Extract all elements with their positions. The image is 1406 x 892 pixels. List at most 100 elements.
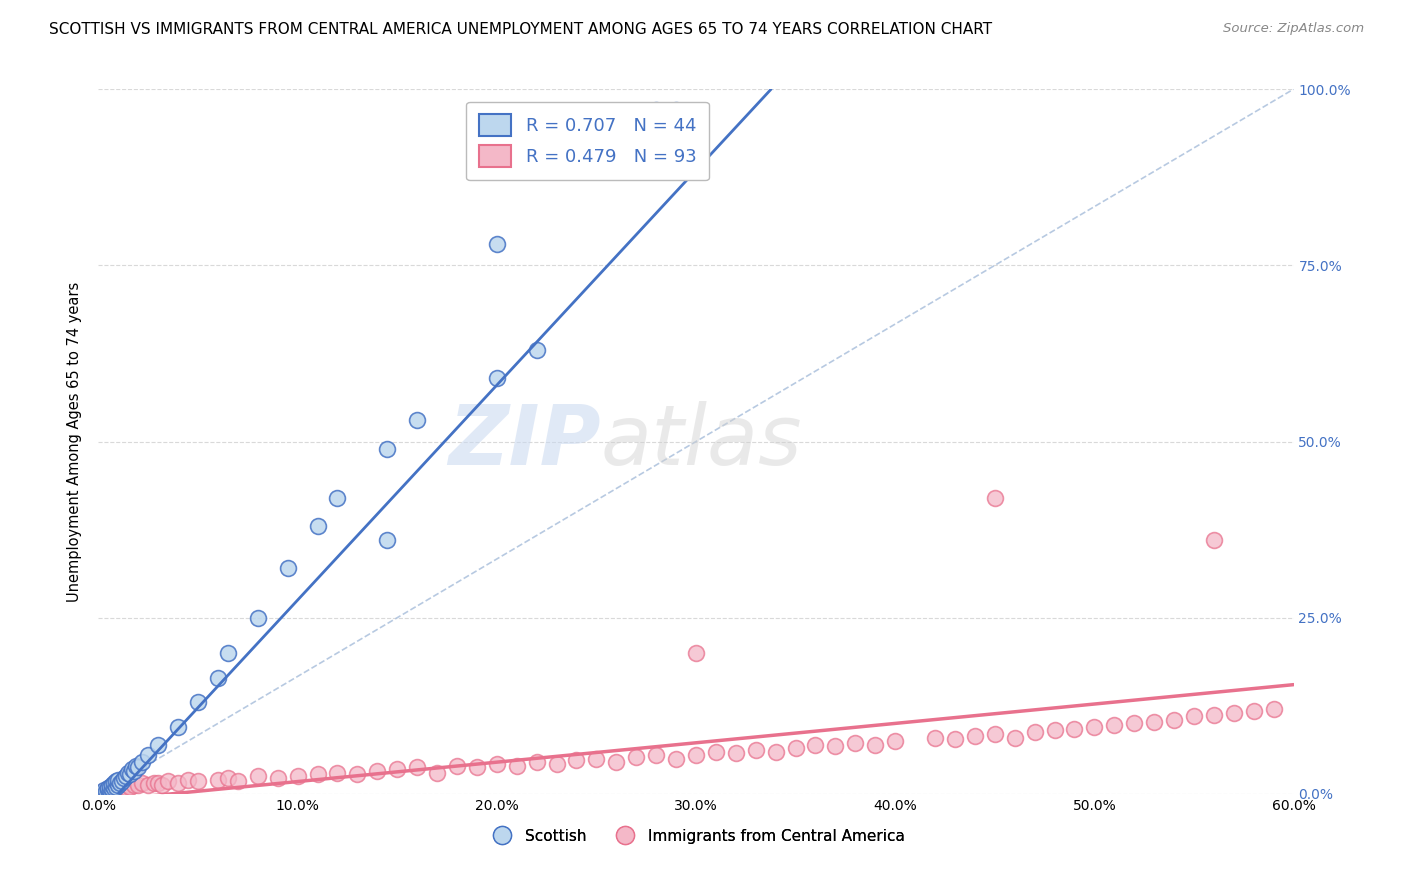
Point xyxy=(307,767,329,781)
Point xyxy=(110,776,132,790)
Point xyxy=(804,738,827,752)
Point xyxy=(943,731,966,746)
Point xyxy=(267,772,290,786)
Point xyxy=(97,782,120,797)
Text: Source: ZipAtlas.com: Source: ZipAtlas.com xyxy=(1223,22,1364,36)
Point xyxy=(605,755,627,769)
Point xyxy=(117,765,139,780)
Point xyxy=(485,371,508,385)
Point xyxy=(136,778,159,792)
Point xyxy=(277,561,299,575)
Point xyxy=(465,760,488,774)
Point xyxy=(884,734,907,748)
Point xyxy=(103,783,125,797)
Point xyxy=(1182,709,1205,723)
Point xyxy=(526,343,548,357)
Point xyxy=(105,774,128,789)
Point xyxy=(1202,708,1225,723)
Point xyxy=(287,769,309,783)
Point xyxy=(1024,724,1046,739)
Point xyxy=(111,774,134,789)
Point xyxy=(546,757,568,772)
Point xyxy=(704,745,727,759)
Point xyxy=(131,776,153,790)
Point xyxy=(217,772,239,786)
Point xyxy=(115,780,138,795)
Point xyxy=(685,748,707,763)
Point xyxy=(506,758,529,772)
Point xyxy=(97,781,120,796)
Point xyxy=(326,765,349,780)
Point xyxy=(865,738,887,752)
Point xyxy=(375,533,398,548)
Point xyxy=(148,738,170,752)
Point xyxy=(107,780,129,795)
Point xyxy=(103,781,125,796)
Point xyxy=(187,695,209,709)
Point xyxy=(645,748,668,763)
Point xyxy=(93,785,115,799)
Point xyxy=(246,610,269,624)
Point xyxy=(246,769,269,783)
Point xyxy=(824,739,846,753)
Point xyxy=(366,764,388,779)
Legend: Scottish, Immigrants from Central America: Scottish, Immigrants from Central Americ… xyxy=(481,822,911,850)
Point xyxy=(785,741,807,756)
Point xyxy=(136,748,159,763)
Point xyxy=(665,103,688,118)
Point xyxy=(107,772,129,787)
Point xyxy=(1163,713,1185,727)
Point xyxy=(1063,722,1085,736)
Point xyxy=(167,720,190,734)
Point xyxy=(124,778,146,792)
Point xyxy=(924,731,946,745)
Point xyxy=(1123,716,1146,731)
Point xyxy=(1243,704,1265,718)
Point xyxy=(207,671,229,685)
Point xyxy=(485,237,508,252)
Point xyxy=(98,783,122,797)
Point xyxy=(685,646,707,660)
Point xyxy=(96,785,118,799)
Point xyxy=(115,769,138,783)
Point xyxy=(307,519,329,533)
Point xyxy=(105,780,128,794)
Point xyxy=(406,413,429,427)
Point xyxy=(1043,723,1066,738)
Point xyxy=(101,782,124,797)
Point xyxy=(96,784,118,798)
Point xyxy=(127,779,149,793)
Point xyxy=(110,780,132,794)
Point xyxy=(1223,706,1246,720)
Point xyxy=(117,779,139,793)
Point xyxy=(97,782,120,797)
Point xyxy=(103,776,125,790)
Point xyxy=(526,755,548,769)
Point xyxy=(121,762,143,776)
Point xyxy=(346,767,368,781)
Point xyxy=(98,781,122,796)
Point xyxy=(127,760,149,774)
Point xyxy=(963,729,986,743)
Point xyxy=(105,781,128,796)
Point xyxy=(485,757,508,772)
Text: atlas: atlas xyxy=(600,401,801,482)
Point xyxy=(446,758,468,772)
Point xyxy=(101,781,124,796)
Point xyxy=(148,776,170,790)
Point xyxy=(120,780,142,794)
Point xyxy=(120,767,142,781)
Point xyxy=(143,775,166,789)
Text: SCOTTISH VS IMMIGRANTS FROM CENTRAL AMERICA UNEMPLOYMENT AMONG AGES 65 TO 74 YEA: SCOTTISH VS IMMIGRANTS FROM CENTRAL AMER… xyxy=(49,22,993,37)
Point xyxy=(226,774,249,789)
Point xyxy=(107,779,129,793)
Point xyxy=(101,784,124,798)
Point xyxy=(385,762,409,776)
Point xyxy=(93,783,115,797)
Point xyxy=(844,736,866,750)
Point xyxy=(1143,714,1166,729)
Point xyxy=(112,772,135,786)
Point xyxy=(745,743,768,757)
Point xyxy=(426,765,449,780)
Point xyxy=(93,784,115,798)
